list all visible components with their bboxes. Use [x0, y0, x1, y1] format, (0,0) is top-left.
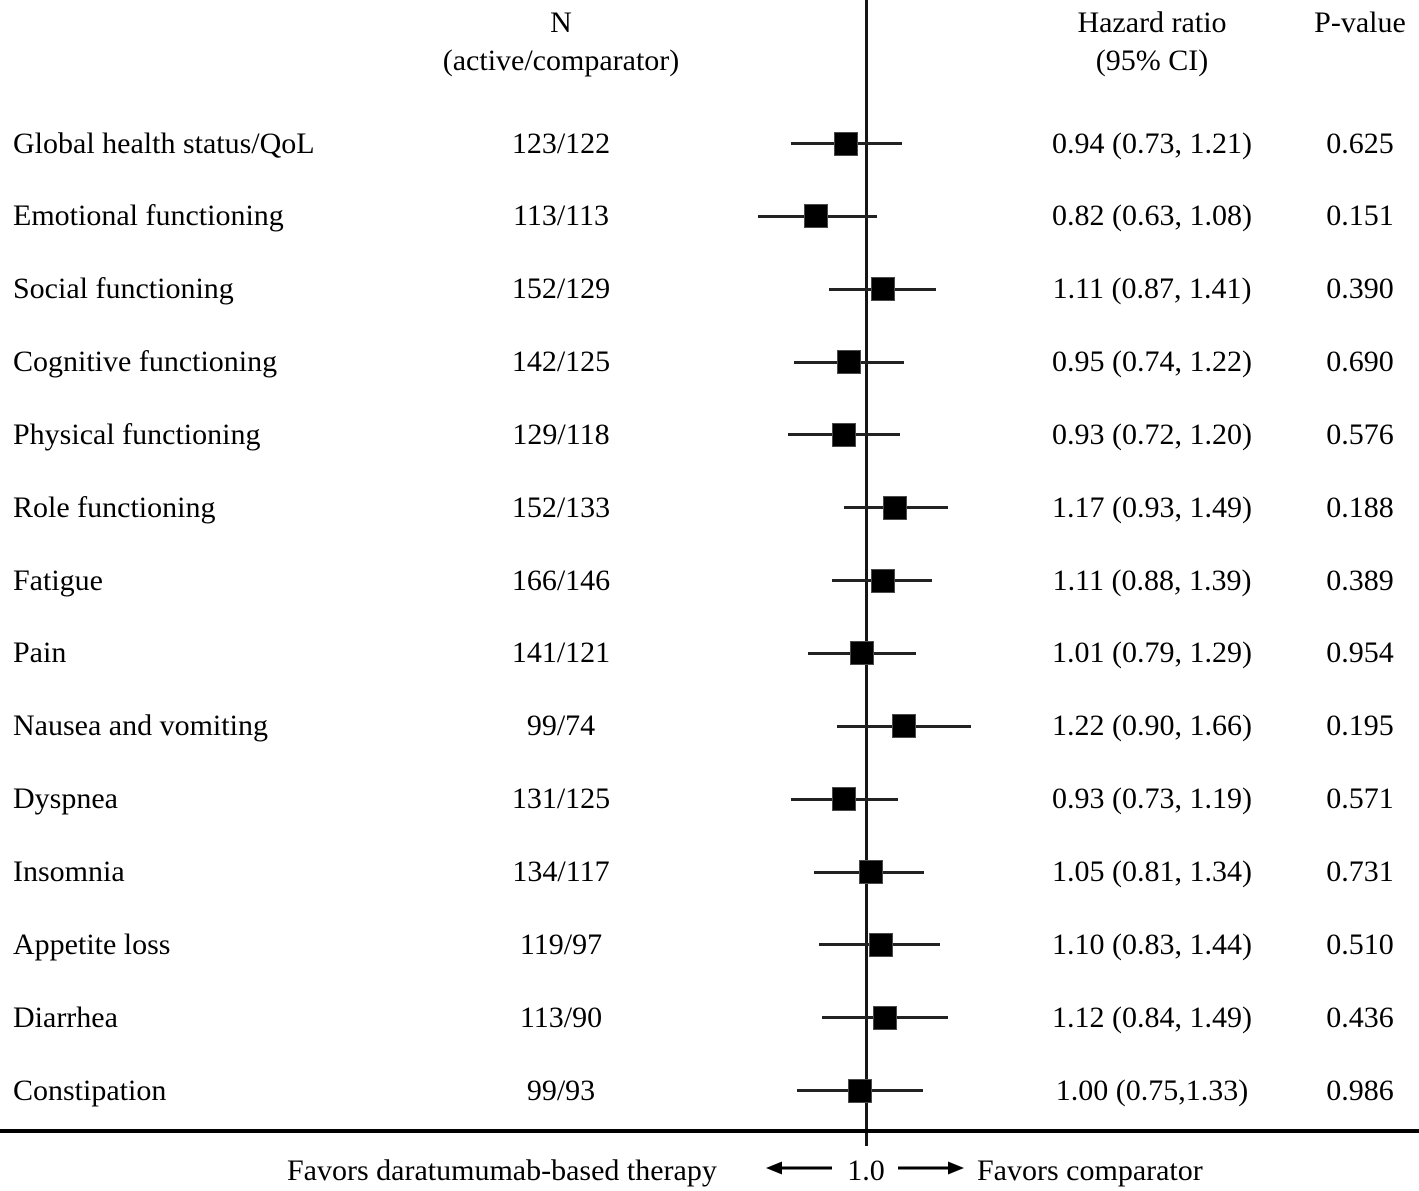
row-n-value: 99/93	[526, 1073, 596, 1107]
p-value-column-header: P-value	[1314, 6, 1406, 39]
row-hr-ci-text: 0.95 (0.74, 1.22)	[1052, 345, 1252, 379]
row-n-value: 113/90	[519, 1000, 603, 1034]
row-endpoint-label: Global health status/QoL	[13, 126, 315, 160]
row-n-value: 152/133	[511, 490, 611, 524]
row-p-value: 0.436	[1326, 1000, 1394, 1034]
row-endpoint-label: Appetite loss	[13, 927, 171, 961]
row-endpoint-label: Role functioning	[13, 490, 216, 524]
hr-header-line2: (95% CI)	[1095, 44, 1209, 77]
favors-active-label: Favors daratumumab-based therapy	[287, 1154, 717, 1187]
row-endpoint-label: Insomnia	[13, 855, 125, 888]
n-header-line1: N	[550, 6, 572, 39]
row-hr-ci-text: 1.05 (0.81, 1.34)	[1052, 855, 1252, 888]
row-hr-ci-text: 1.11 (0.87, 1.41)	[1052, 272, 1252, 306]
row-p-value: 0.625	[1326, 126, 1394, 160]
row-endpoint-label: Pain	[13, 636, 67, 670]
row-p-value: 0.390	[1326, 272, 1394, 306]
hr-point-marker	[858, 860, 883, 884]
row-endpoint-label: Diarrhea	[13, 1000, 118, 1034]
row-p-value: 0.576	[1326, 417, 1394, 451]
hr-point-marker	[834, 131, 859, 156]
row-p-value: 0.571	[1326, 782, 1394, 816]
hr-point-marker	[848, 1078, 872, 1103]
hr-point-marker	[832, 787, 857, 812]
row-hr-ci-text: 0.82 (0.63, 1.08)	[1052, 199, 1252, 233]
row-endpoint-label: Cognitive functioning	[13, 345, 278, 379]
row-endpoint-label: Dyspnea	[13, 782, 118, 816]
row-hr-ci-text: 0.94 (0.73, 1.21)	[1052, 126, 1252, 160]
row-hr-ci-text: 0.93 (0.73, 1.19)	[1052, 782, 1252, 816]
favors-comparator-label: Favors comparator	[977, 1154, 1203, 1187]
hr-point-marker	[882, 495, 907, 520]
left-arrow-icon	[766, 1161, 832, 1175]
hr-point-marker	[870, 568, 895, 593]
row-p-value: 0.188	[1326, 490, 1394, 524]
hr-point-marker	[832, 422, 857, 447]
hr-point-marker	[870, 277, 895, 302]
row-endpoint-label: Constipation	[13, 1073, 167, 1107]
row-p-value: 0.389	[1326, 563, 1394, 597]
row-endpoint-label: Nausea and vomiting	[13, 709, 268, 743]
row-endpoint-label: Emotional functioning	[13, 199, 284, 233]
hr-point-marker	[850, 641, 875, 666]
row-n-value: 152/129	[511, 272, 611, 306]
row-p-value: 0.986	[1326, 1073, 1394, 1107]
row-n-value: 99/74	[526, 709, 596, 743]
row-n-value: 131/125	[511, 782, 611, 816]
row-p-value: 0.954	[1326, 636, 1394, 670]
row-endpoint-label: Social functioning	[13, 272, 234, 306]
n-header-line2: (active/comparator)	[442, 44, 680, 77]
reference-vertical-line	[865, 0, 868, 1146]
hazard-ratio-column-header: Hazard ratio (95% CI)	[1032, 4, 1272, 80]
row-n-value: 134/117	[512, 855, 610, 888]
hr-point-marker	[868, 932, 893, 957]
n-column-header: N (active/comparator)	[361, 4, 761, 80]
row-n-value: 113/113	[512, 199, 610, 233]
row-n-value: 123/122	[511, 126, 611, 160]
hr-point-marker	[836, 350, 861, 375]
row-p-value: 0.690	[1326, 345, 1394, 379]
bottom-axis-line	[0, 1129, 1419, 1133]
row-n-value: 142/125	[511, 345, 611, 379]
row-n-value: 119/97	[519, 927, 603, 961]
row-hr-ci-text: 1.22 (0.90, 1.66)	[1052, 709, 1252, 743]
row-p-value: 0.731	[1326, 855, 1394, 888]
hr-header-line1: Hazard ratio	[1077, 6, 1227, 39]
right-arrow-icon	[898, 1161, 964, 1175]
row-hr-ci-text: 1.17 (0.93, 1.49)	[1052, 490, 1252, 524]
row-hr-ci-text: 1.00 (0.75,1.33)	[1055, 1073, 1249, 1107]
row-p-value: 0.151	[1326, 199, 1394, 233]
row-n-value: 129/118	[512, 417, 610, 451]
row-endpoint-label: Fatigue	[13, 563, 103, 597]
row-n-value: 141/121	[511, 636, 611, 670]
reference-tick-label: 1.0	[847, 1154, 885, 1187]
row-hr-ci-text: 0.93 (0.72, 1.20)	[1052, 417, 1252, 451]
row-hr-ci-text: 1.10 (0.83, 1.44)	[1052, 927, 1252, 961]
row-p-value: 0.195	[1326, 709, 1394, 743]
hr-point-marker	[872, 1005, 897, 1030]
row-p-value: 0.510	[1326, 927, 1394, 961]
row-endpoint-label: Physical functioning	[13, 417, 261, 451]
row-hr-ci-text: 1.11 (0.88, 1.39)	[1052, 563, 1252, 597]
row-hr-ci-text: 1.01 (0.79, 1.29)	[1052, 636, 1252, 670]
row-hr-ci-text: 1.12 (0.84, 1.49)	[1052, 1000, 1252, 1034]
row-n-value: 166/146	[511, 563, 611, 597]
hr-point-marker	[891, 714, 916, 739]
hr-point-marker	[804, 204, 829, 229]
